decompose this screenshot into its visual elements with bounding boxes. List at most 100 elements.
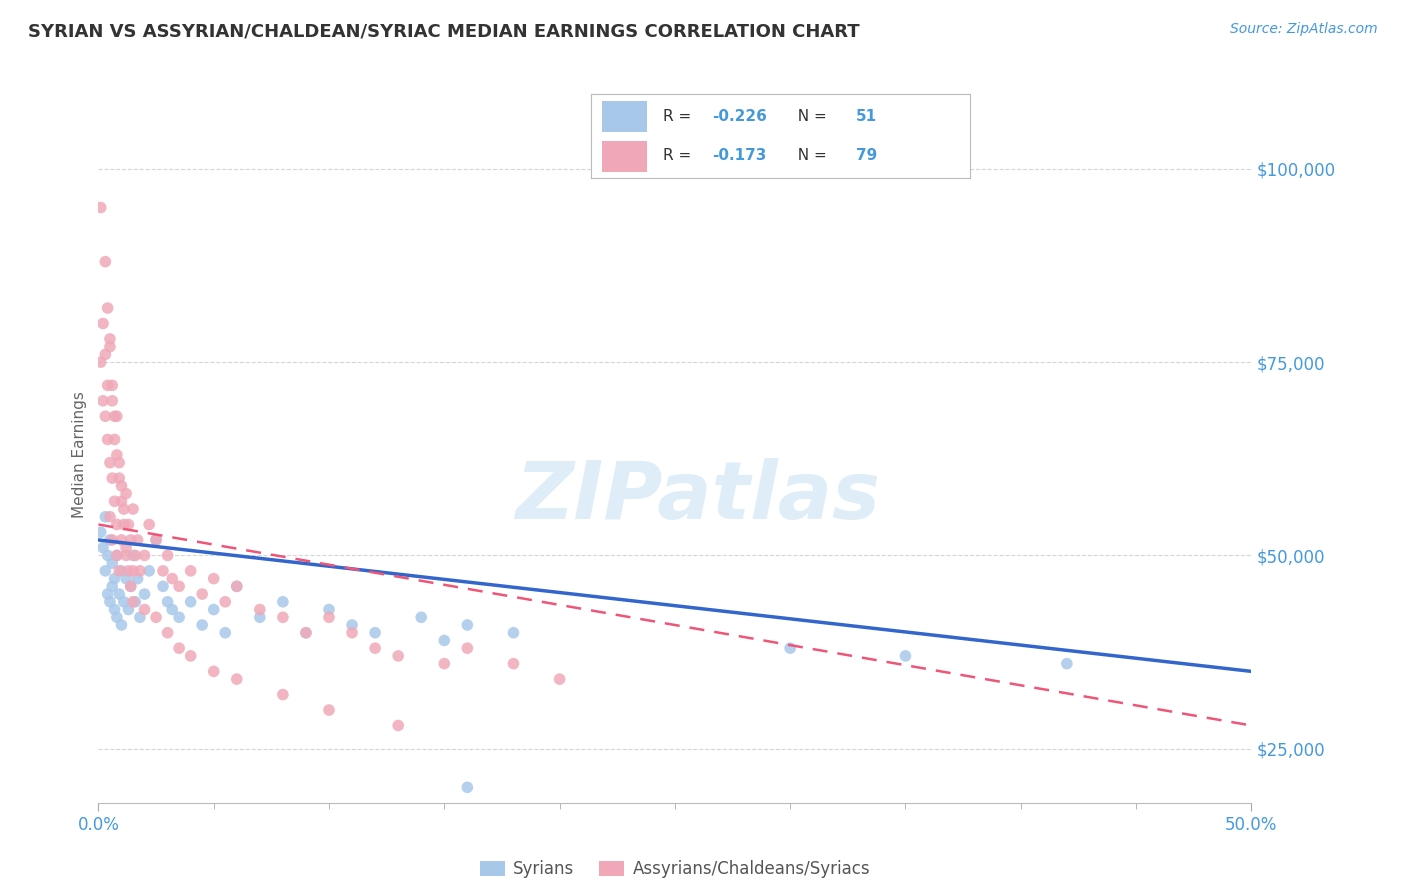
Point: [152, 564, 174, 578]
Text: SYRIAN VS ASSYRIAN/CHALDEAN/SYRIAC MEDIAN EARNINGS CORRELATION CHART: SYRIAN VS ASSYRIAN/CHALDEAN/SYRIAC MEDIA…: [28, 22, 859, 40]
Point: [160, 572, 183, 586]
Point: [214, 595, 236, 609]
Point: [318, 703, 340, 717]
Point: [98, 595, 121, 609]
Point: [145, 533, 167, 547]
Point: [103, 602, 125, 616]
Point: [91, 393, 114, 408]
Point: [115, 486, 138, 500]
Bar: [602, 102, 647, 132]
Point: [98, 456, 121, 470]
Point: [105, 517, 128, 532]
Text: -0.173: -0.173: [711, 148, 766, 163]
Point: [103, 494, 125, 508]
Point: [271, 688, 294, 702]
Point: [271, 595, 294, 609]
Point: [433, 633, 456, 648]
Point: [105, 549, 128, 563]
Point: [180, 595, 202, 609]
Point: [91, 541, 114, 555]
Point: [110, 618, 132, 632]
Point: [202, 665, 225, 679]
Legend: Syrians, Assyrians/Chaldeans/Syriacs: Syrians, Assyrians/Chaldeans/Syriacs: [472, 854, 877, 885]
Point: [271, 610, 294, 624]
Point: [340, 618, 363, 632]
Point: [101, 393, 124, 408]
Point: [364, 641, 387, 656]
Point: [167, 641, 190, 656]
Point: [456, 641, 478, 656]
Point: [105, 448, 128, 462]
Point: [124, 595, 146, 609]
Point: [122, 549, 145, 563]
Point: [90, 525, 112, 540]
Text: N =: N =: [787, 109, 831, 124]
Point: [103, 409, 125, 424]
Point: [97, 378, 120, 392]
Point: [127, 572, 149, 586]
Point: [108, 587, 131, 601]
Point: [90, 201, 112, 215]
Y-axis label: Median Earnings: Median Earnings: [72, 392, 87, 518]
Point: [156, 595, 179, 609]
Point: [112, 502, 135, 516]
Point: [120, 579, 142, 593]
Point: [101, 579, 124, 593]
Point: [115, 549, 138, 563]
Point: [97, 587, 120, 601]
Point: [456, 780, 478, 795]
Point: [364, 625, 387, 640]
Point: [105, 610, 128, 624]
Point: [90, 355, 112, 369]
Point: [214, 625, 236, 640]
Point: [295, 625, 318, 640]
Point: [1056, 657, 1078, 671]
Point: [98, 340, 121, 354]
Text: R =: R =: [662, 109, 696, 124]
Point: [117, 602, 139, 616]
Point: [433, 657, 456, 671]
Text: 79: 79: [856, 148, 877, 163]
Point: [110, 479, 132, 493]
Point: [318, 602, 340, 616]
Point: [134, 549, 156, 563]
Point: [180, 564, 202, 578]
Point: [127, 533, 149, 547]
Point: [318, 610, 340, 624]
Point: [108, 564, 131, 578]
Text: ZIPatlas: ZIPatlas: [516, 458, 880, 536]
Point: [202, 572, 225, 586]
Point: [97, 301, 120, 315]
Text: N =: N =: [787, 148, 831, 163]
Point: [138, 564, 160, 578]
Point: [101, 556, 124, 570]
Point: [91, 317, 114, 331]
Point: [167, 610, 190, 624]
Point: [117, 517, 139, 532]
Point: [456, 618, 478, 632]
Point: [167, 579, 190, 593]
Point: [98, 533, 121, 547]
Point: [94, 564, 117, 578]
Point: [249, 610, 271, 624]
Text: R =: R =: [662, 148, 696, 163]
Point: [160, 602, 183, 616]
Point: [295, 625, 318, 640]
Point: [101, 471, 124, 485]
Point: [180, 648, 202, 663]
Point: [156, 549, 179, 563]
Point: [156, 625, 179, 640]
Point: [94, 509, 117, 524]
Point: [97, 549, 120, 563]
Point: [191, 618, 214, 632]
Point: [411, 610, 433, 624]
Point: [138, 517, 160, 532]
Point: [105, 409, 128, 424]
Point: [225, 672, 247, 686]
Point: [145, 533, 167, 547]
Point: [122, 595, 145, 609]
Point: [94, 254, 117, 268]
Point: [105, 549, 128, 563]
Point: [134, 587, 156, 601]
Point: [129, 610, 152, 624]
